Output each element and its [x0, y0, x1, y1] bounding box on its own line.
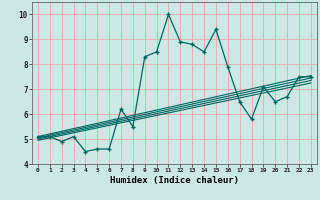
X-axis label: Humidex (Indice chaleur): Humidex (Indice chaleur) — [110, 176, 239, 185]
